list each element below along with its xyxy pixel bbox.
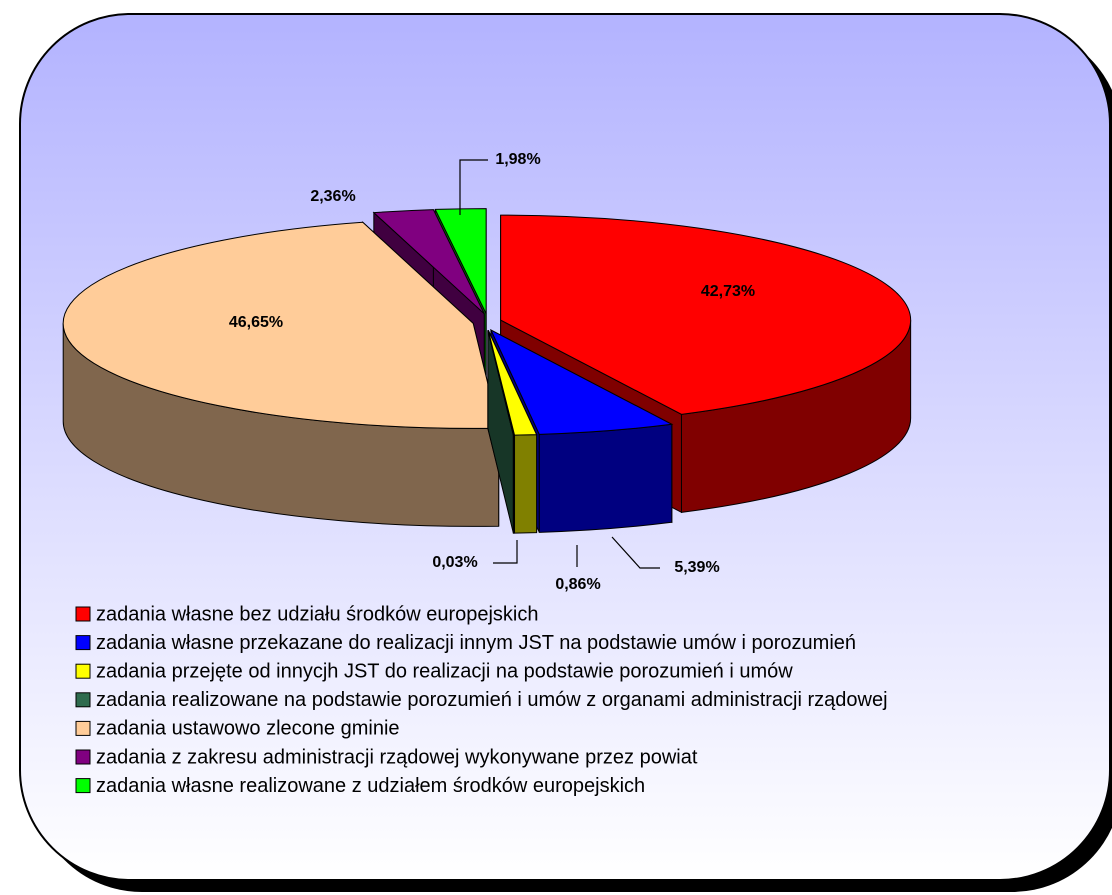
slice — [62, 221, 500, 527]
slice-top — [434, 208, 487, 314]
data-label: 5,39% — [674, 559, 719, 576]
leader-line — [459, 159, 488, 215]
legend-swatch — [75, 663, 91, 679]
slice-top — [500, 214, 912, 415]
slice-side — [514, 434, 538, 534]
data-label: 46,65% — [229, 314, 283, 331]
leader-line — [611, 536, 660, 569]
legend-label: zadania własne przekazane do realizacji … — [96, 632, 856, 654]
labels: 42,73% 5,39% 0,86% 0,03% 46,65% 2,36% 1,98% — [229, 151, 755, 593]
legend-swatch — [75, 749, 91, 765]
leader-line — [493, 540, 518, 564]
slice-top — [372, 209, 485, 315]
legend-label: zadania z zakresu administracji rządowej… — [96, 746, 698, 768]
data-label: 0,03% — [432, 554, 477, 571]
legend-swatch — [75, 692, 91, 708]
legend-label: zadania własne realizowane z udziałem śr… — [96, 775, 645, 797]
legend-swatch — [75, 606, 91, 622]
data-label: 2,36% — [310, 188, 355, 205]
slice — [487, 330, 515, 534]
legend-label: zadania realizowane na podstawie porozum… — [96, 689, 888, 711]
slice-top — [487, 330, 515, 436]
legend-label: zadania przejęte od innycjh JST do reali… — [96, 660, 793, 682]
slice-top — [62, 221, 500, 429]
legend-swatch — [75, 635, 91, 651]
legend: zadania własne bez udziału środków europ… — [75, 603, 888, 797]
data-label: 0,86% — [555, 576, 600, 593]
data-label: 42,73% — [701, 283, 755, 300]
legend-swatch — [75, 720, 91, 736]
slice-top — [489, 328, 674, 435]
legend-label: zadania własne bez udziału środków europ… — [96, 603, 538, 625]
slice-side — [512, 434, 515, 534]
data-label: 1,98% — [495, 151, 540, 168]
slice-side — [538, 423, 673, 533]
pie — [62, 208, 912, 534]
slice — [489, 328, 674, 533]
legend-label: zadania ustawowo zlecone gminie — [96, 718, 400, 740]
legend-swatch — [75, 778, 91, 794]
